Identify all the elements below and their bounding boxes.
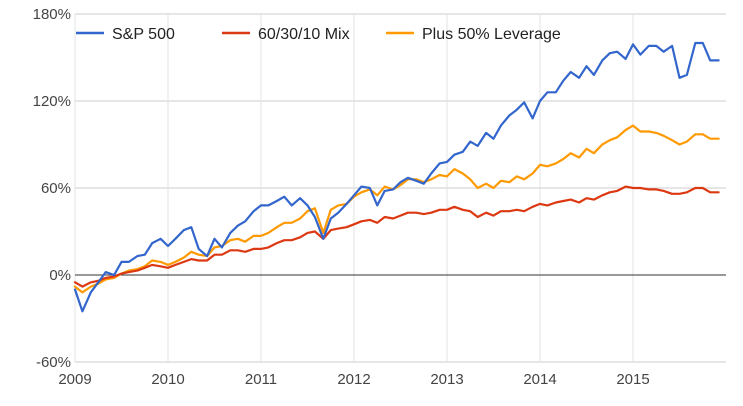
- legend-label: Plus 50% Leverage: [422, 26, 561, 43]
- series-line-60-30-10-mix: [73, 185, 720, 288]
- series-lines: [73, 41, 720, 313]
- x-tick-label: 2011: [245, 371, 277, 388]
- legend-item-60-30-10-mix[interactable]: 60/30/10 Mix: [222, 26, 350, 43]
- x-tick-label: 2015: [616, 371, 649, 388]
- y-tick-label: 60%: [41, 180, 71, 197]
- y-tick-label: 180%: [33, 6, 71, 23]
- gridlines: [74, 13, 726, 363]
- x-tick-label: 2014: [523, 371, 556, 388]
- y-tick-label: 0%: [49, 267, 71, 284]
- x-tick-label: 2010: [151, 371, 184, 388]
- legend-label: 60/30/10 Mix: [258, 26, 350, 43]
- x-axis: 2009 2010 2011 2012 2013 2014 2015: [58, 371, 649, 388]
- x-tick-label: 2009: [58, 371, 91, 388]
- x-tick-label: 2013: [430, 371, 463, 388]
- legend[interactable]: S&P 500 60/30/10 Mix Plus 50% Leverage: [76, 26, 561, 43]
- legend-label: S&P 500: [112, 26, 175, 43]
- legend-item-s-p-500[interactable]: S&P 500: [76, 26, 175, 43]
- legend-item-plus-50-leverage[interactable]: Plus 50% Leverage: [386, 26, 561, 43]
- y-tick-label: -60%: [36, 354, 71, 371]
- series-line-s-p-500: [73, 41, 720, 313]
- y-axis: -60% 0% 60% 120% 180%: [33, 6, 71, 371]
- x-tick-label: 2012: [337, 371, 370, 388]
- y-tick-label: 120%: [33, 93, 71, 110]
